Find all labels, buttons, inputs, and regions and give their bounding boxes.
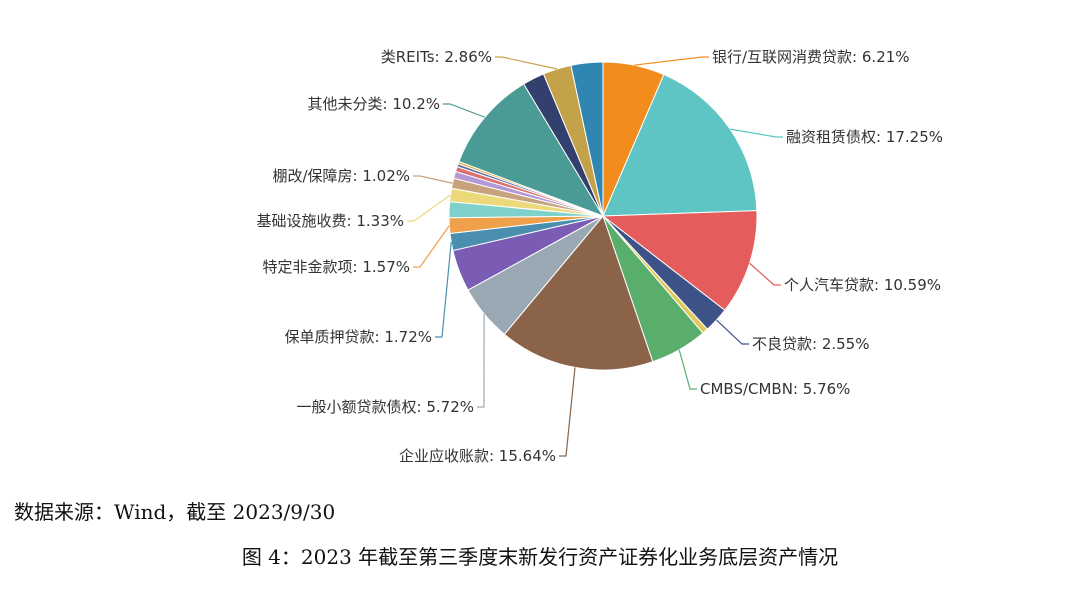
leader-line-9 [435,242,452,338]
slice-label-6: 企业应收账款: 15.64% [399,447,556,465]
leader-line-3 [716,319,749,345]
slice-label-20: 类REITs: 2.86% [381,48,492,66]
slice-label-18: 其他未分类: 10.2% [308,95,440,113]
pie-slices [448,61,758,371]
leader-line-7 [477,313,485,408]
leader-line-20 [495,56,558,70]
slice-label-2: 个人汽车贷款: 10.59% [784,276,941,294]
slice-labels: 银行/互联网消费贷款: 6.21% 融资租赁债权: 17.25% 个人汽车贷款: 1… [257,48,944,465]
pie-chart: 银行/互联网消费贷款: 6.21% 融资租赁债权: 17.25% 个人汽车贷款: 1… [257,48,944,465]
slice-label-3: 不良贷款: 2.55% [752,335,869,353]
leader-line-2 [749,262,781,286]
pie-slice-1 [602,73,758,217]
slice-label-10: 特定非金款项: 1.57% [263,258,410,276]
pie-slice-21 [570,61,604,217]
slice-label-12: 基础设施收费: 1.33% [257,212,404,230]
slice-label-5: CMBS/CMBN: 5.76% [700,380,850,398]
leader-line-0 [634,56,709,66]
slice-label-9: 保单质押贷款: 1.72% [285,328,432,346]
leader-line-5 [678,349,697,390]
leader-line-12 [407,194,451,222]
leader-lines [407,56,783,457]
leader-line-1 [730,128,783,138]
leader-line-18 [443,103,486,118]
leader-line-10 [413,225,450,268]
pie-slice-2 [601,210,758,311]
slice-label-1: 融资租赁债权: 17.25% [786,128,943,146]
slice-label-0: 银行/互联网消费贷款: 6.21% [712,48,910,66]
data-source-note: 数据来源：Wind，截至 2023/9/30 [14,500,336,524]
leader-line-6 [559,367,576,457]
figure-caption: 图 4：2023 年截至第三季度末新发行资产证券化业务底层资产情况 [241,545,839,569]
leader-line-13 [413,175,453,184]
slice-label-13: 棚改/保障房: 1.02% [272,167,410,185]
slice-label-7: 一般小额贷款债权: 5.72% [297,398,474,416]
